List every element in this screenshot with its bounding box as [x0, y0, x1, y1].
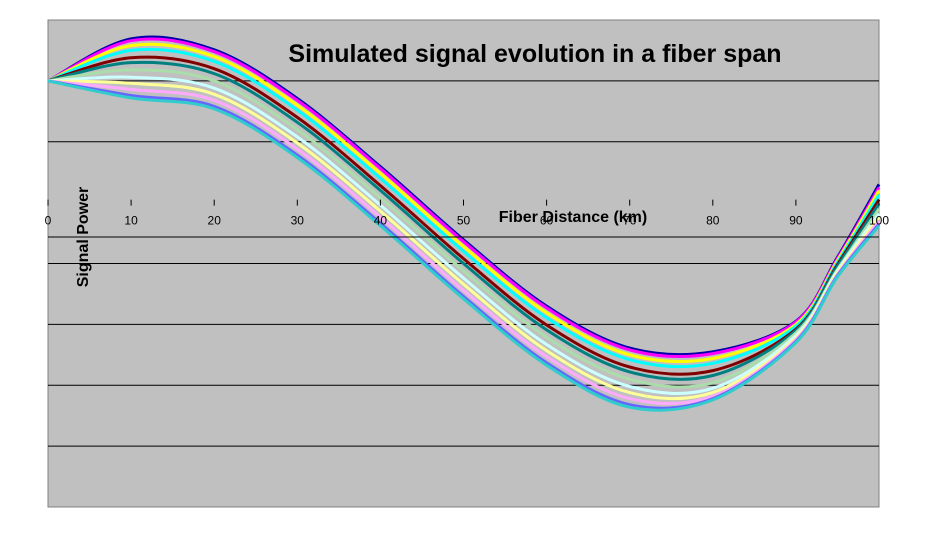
x-tick-label: 10 — [124, 214, 138, 228]
series-line-2 — [47, 37, 881, 359]
series-line-4 — [47, 47, 881, 369]
x-tick-label: 100 — [869, 214, 889, 228]
x-tick-label: 80 — [706, 214, 720, 228]
x-tick-label: 40 — [374, 214, 388, 228]
series-line-12 — [47, 79, 881, 412]
x-tick-label: 90 — [789, 214, 803, 228]
x-tick-label: 0 — [45, 214, 52, 228]
series-line-6 — [47, 60, 881, 381]
series-line-8 — [47, 75, 881, 395]
x-axis-ticks: 0 10 20 30 40 50 60 70 80 90 100 — [45, 199, 889, 228]
series-line-7 — [47, 68, 881, 389]
x-tick-label: 30 — [291, 214, 305, 228]
chart-title: Simulated signal evolution in a fiber sp… — [288, 40, 781, 68]
x-tick-label: 60 — [540, 214, 554, 228]
x-tick-label: 50 — [457, 214, 471, 228]
x-tick-label: 70 — [623, 214, 637, 228]
y-axis-label: Signal Power — [75, 187, 92, 287]
series-group — [47, 35, 881, 412]
x-tick-label: 20 — [208, 214, 222, 228]
x-axis-label: Fiber Distance (km) — [499, 209, 647, 226]
